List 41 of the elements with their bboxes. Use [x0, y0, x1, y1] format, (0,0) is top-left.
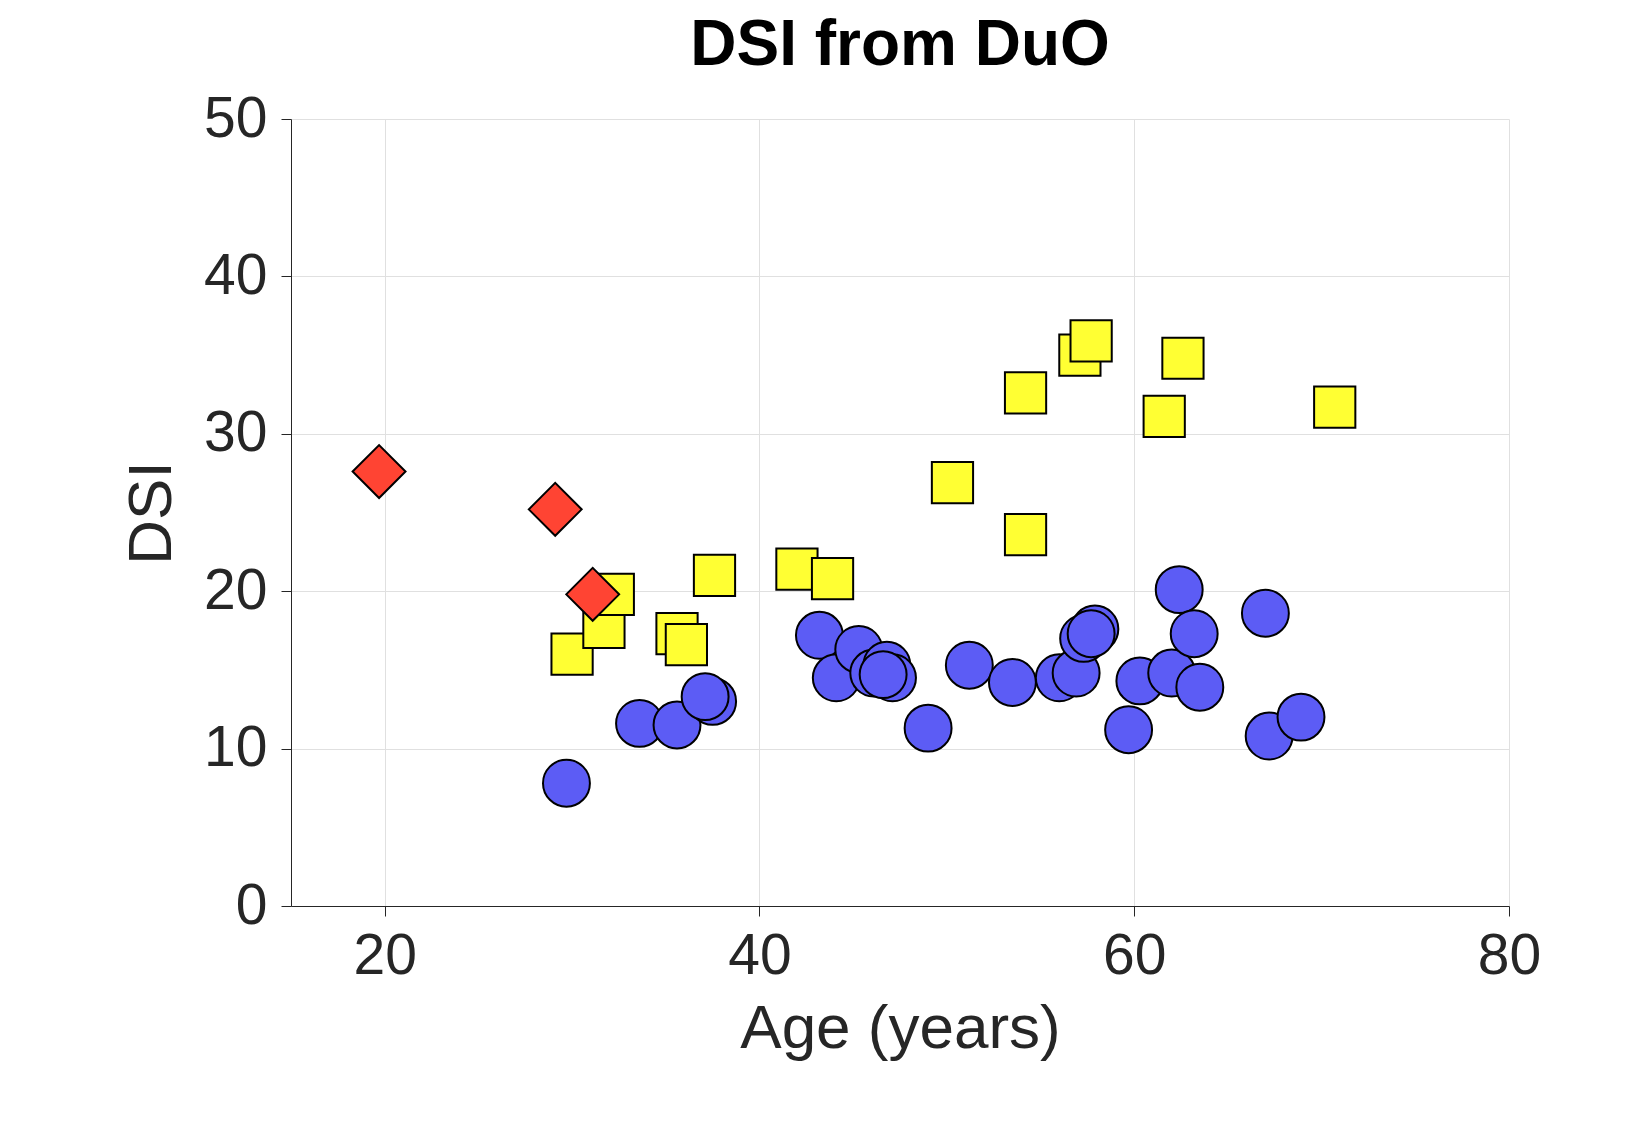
x-tick-label: 80 — [1477, 921, 1542, 986]
point — [1175, 662, 1225, 712]
point — [1276, 692, 1326, 742]
point — [692, 553, 737, 598]
point — [903, 703, 953, 753]
y-tick-label: 50 — [204, 84, 268, 149]
point — [1104, 705, 1154, 755]
chart-title: DSI from DuO — [690, 7, 1110, 79]
point — [1069, 319, 1113, 363]
x-tick-label: 60 — [1103, 921, 1167, 986]
point — [930, 460, 975, 505]
point — [550, 632, 594, 676]
point — [944, 640, 994, 690]
point — [810, 556, 855, 601]
x-axis-title: Age (years) — [740, 991, 1061, 1061]
point — [1003, 512, 1048, 557]
point — [1169, 609, 1219, 659]
point — [680, 672, 730, 722]
y-tick-label: 40 — [204, 241, 268, 306]
point — [1003, 371, 1048, 415]
y-tick-label: 20 — [204, 556, 268, 621]
point — [794, 610, 844, 660]
y-tick-label: 10 — [204, 714, 268, 779]
point — [858, 650, 908, 700]
point — [1240, 588, 1290, 638]
point — [351, 444, 407, 500]
point — [542, 758, 591, 808]
point — [1161, 336, 1205, 380]
y-axis-title: DSI — [115, 461, 185, 565]
point — [652, 700, 702, 750]
y-tick-label: 30 — [204, 399, 268, 464]
x-tick-label: 40 — [728, 921, 792, 986]
point — [1154, 565, 1204, 615]
point — [664, 623, 708, 667]
point — [987, 658, 1037, 707]
point — [1142, 394, 1186, 439]
x-tick-label: 20 — [353, 921, 417, 986]
point — [1313, 385, 1357, 429]
y-tick-label: 0 — [235, 871, 268, 936]
point — [565, 566, 621, 622]
point — [527, 481, 583, 537]
